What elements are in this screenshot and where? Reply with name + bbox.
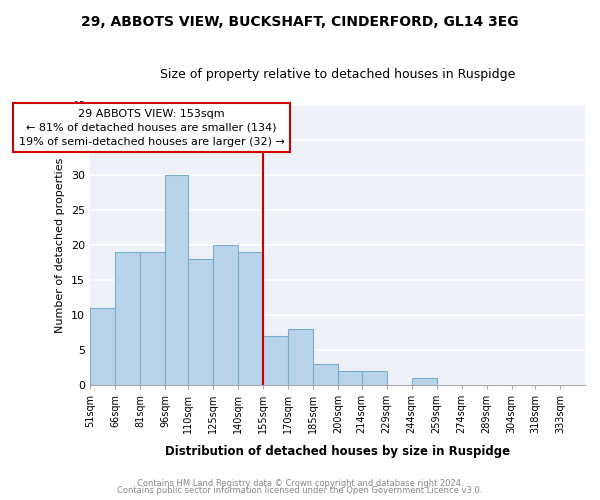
Bar xyxy=(362,371,386,385)
Bar xyxy=(289,329,313,385)
Text: 29 ABBOTS VIEW: 153sqm
← 81% of detached houses are smaller (134)
19% of semi-de: 29 ABBOTS VIEW: 153sqm ← 81% of detached… xyxy=(19,109,284,147)
Text: Contains public sector information licensed under the Open Government Licence v3: Contains public sector information licen… xyxy=(118,486,482,495)
Bar xyxy=(140,252,165,385)
X-axis label: Distribution of detached houses by size in Ruspidge: Distribution of detached houses by size … xyxy=(165,444,510,458)
Bar xyxy=(115,252,140,385)
Bar xyxy=(165,175,188,385)
Bar xyxy=(238,252,263,385)
Bar xyxy=(263,336,289,385)
Text: Contains HM Land Registry data © Crown copyright and database right 2024.: Contains HM Land Registry data © Crown c… xyxy=(137,478,463,488)
Title: Size of property relative to detached houses in Ruspidge: Size of property relative to detached ho… xyxy=(160,68,515,80)
Text: 29, ABBOTS VIEW, BUCKSHAFT, CINDERFORD, GL14 3EG: 29, ABBOTS VIEW, BUCKSHAFT, CINDERFORD, … xyxy=(81,15,519,29)
Bar xyxy=(338,371,362,385)
Y-axis label: Number of detached properties: Number of detached properties xyxy=(55,158,65,333)
Bar xyxy=(188,259,214,385)
Bar xyxy=(90,308,115,385)
Bar xyxy=(214,245,238,385)
Bar xyxy=(313,364,338,385)
Bar xyxy=(412,378,437,385)
